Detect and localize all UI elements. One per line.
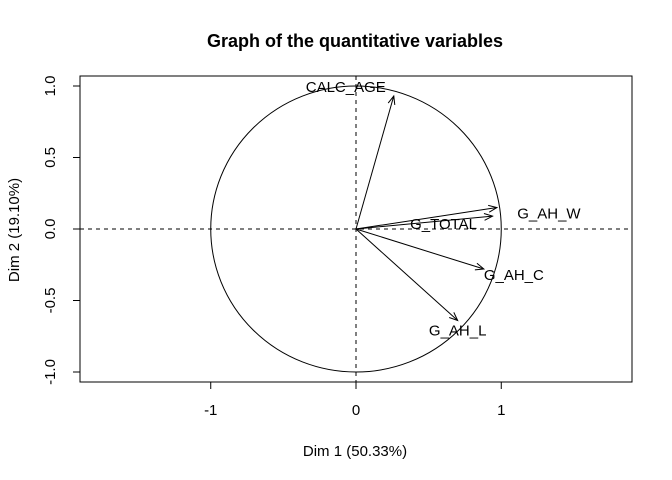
arrow-layer: [355, 94, 499, 322]
arrowhead-g-ah-w: [488, 204, 499, 213]
correlation-circle-layer: [210, 85, 502, 373]
x-tick-label: 1: [497, 402, 505, 419]
y-tick-label: 0.0: [42, 219, 59, 240]
arrow-g-total: [355, 215, 493, 230]
variable-label-g-ah-l: G_AH_L: [429, 323, 487, 340]
y-tick-label: 0.5: [42, 147, 59, 168]
y-tick-label: -0.5: [42, 288, 59, 314]
arrowhead-calc-age: [387, 94, 396, 106]
y-tick-label: 1.0: [42, 76, 59, 97]
y-axis: -1.0 -0.5 0.0 0.5 1.0: [42, 76, 81, 385]
x-tick-label: -1: [204, 402, 217, 419]
arrow-g-ah-c: [355, 228, 484, 270]
variable-label-g-total: G_TOTAL: [410, 216, 477, 233]
chart-title: Graph of the quantitative variables: [207, 31, 503, 51]
arrowhead-g-ah-c: [474, 262, 486, 271]
arrowhead-g-total: [483, 213, 494, 221]
correlation-circle: [210, 85, 502, 373]
x-tick-label: 0: [352, 402, 360, 419]
arrow-g-ah-l: [355, 228, 459, 321]
variable-label-layer: CALC_AGE G_TOTAL G_AH_W G_AH_C G_AH_L: [306, 79, 582, 339]
y-axis-label: Dim 2 (19.10%): [6, 178, 23, 282]
x-axis-label: Dim 1 (50.33%): [303, 443, 407, 460]
arrowhead-g-ah-l: [449, 312, 459, 322]
y-tick-label: -1.0: [42, 359, 59, 385]
variable-label-g-ah-c: G_AH_C: [484, 267, 544, 284]
arrow-g-ah-w: [355, 207, 497, 230]
arrow-calc-age: [355, 95, 395, 230]
x-axis: -1 0 1: [204, 381, 505, 419]
variable-label-calc-age: CALC_AGE: [306, 79, 386, 96]
variable-label-g-ah-w: G_AH_W: [517, 206, 581, 223]
